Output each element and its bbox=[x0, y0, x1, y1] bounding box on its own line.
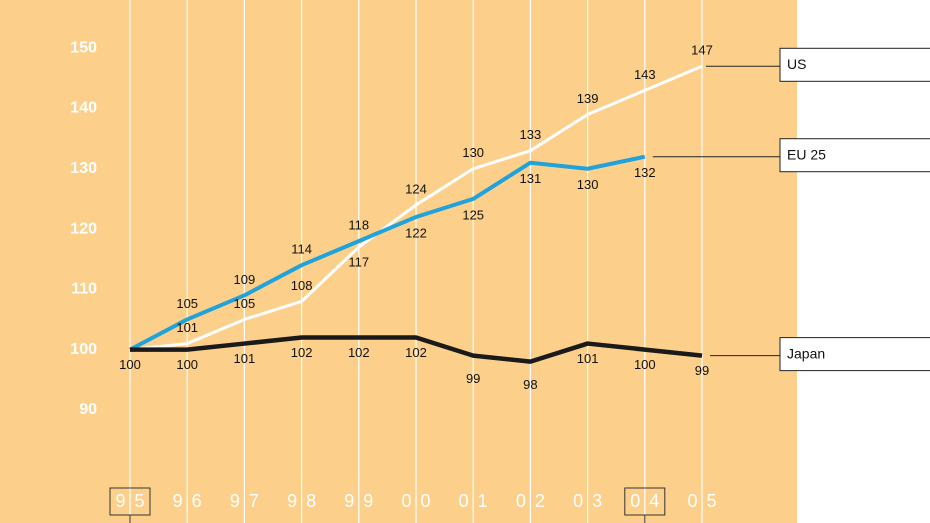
x-tick-label: 00 bbox=[401, 491, 439, 511]
value-label: 133 bbox=[520, 127, 542, 142]
legend-box bbox=[779, 47, 930, 82]
series-line bbox=[130, 335, 703, 364]
value-label: 139 bbox=[577, 91, 599, 106]
x-tick-label: 99 bbox=[344, 491, 382, 511]
value-label: 100 bbox=[176, 357, 198, 372]
y-tick-label: 110 bbox=[71, 281, 97, 298]
x-tick-label: 01 bbox=[459, 491, 497, 511]
value-label: 102 bbox=[348, 345, 370, 360]
value-label: 105 bbox=[176, 296, 198, 311]
x-tick-label: 96 bbox=[173, 491, 211, 511]
value-label: 147 bbox=[691, 43, 713, 58]
value-label: 100 bbox=[634, 357, 656, 372]
value-label: 131 bbox=[520, 171, 542, 186]
value-label: 101 bbox=[577, 351, 599, 366]
y-tick-label: 150 bbox=[70, 39, 97, 56]
legend-label: US bbox=[787, 56, 806, 72]
value-label: 117 bbox=[348, 255, 369, 270]
y-tick-label: 130 bbox=[70, 160, 97, 177]
value-label: 102 bbox=[405, 345, 427, 360]
x-tick-label: 98 bbox=[287, 491, 325, 511]
series-line bbox=[129, 154, 646, 352]
value-label: 100 bbox=[119, 357, 141, 372]
value-label: 143 bbox=[634, 67, 656, 82]
y-tick-label: 120 bbox=[70, 220, 97, 237]
value-label: 99 bbox=[466, 371, 480, 386]
x-tick-label: 95 bbox=[115, 491, 153, 511]
value-label: 124 bbox=[405, 181, 427, 196]
value-label: 98 bbox=[523, 377, 537, 392]
legend-label: Japan bbox=[787, 345, 825, 361]
x-tick-label: 03 bbox=[573, 491, 611, 511]
value-label: 99 bbox=[695, 363, 709, 378]
y-tick-label: 100 bbox=[70, 341, 97, 358]
value-label: 102 bbox=[291, 345, 313, 360]
value-label: 108 bbox=[291, 278, 313, 293]
value-label: 118 bbox=[348, 218, 369, 233]
value-label: 122 bbox=[405, 225, 427, 240]
legend-label: EU 25 bbox=[787, 146, 826, 162]
value-label: 125 bbox=[462, 207, 484, 222]
x-tick-label: 05 bbox=[687, 491, 725, 511]
y-tick-label: 90 bbox=[79, 401, 97, 418]
value-label: 109 bbox=[234, 272, 256, 287]
value-label: 132 bbox=[634, 165, 656, 180]
value-label: 101 bbox=[176, 320, 198, 335]
legend-box bbox=[779, 337, 930, 372]
value-label: 130 bbox=[577, 177, 599, 192]
plot-background bbox=[0, 0, 797, 523]
series-line bbox=[129, 64, 703, 352]
legend-box bbox=[779, 138, 930, 173]
y-tick-label: 140 bbox=[70, 100, 97, 117]
x-tick-label: 04 bbox=[630, 491, 668, 511]
value-label: 130 bbox=[462, 145, 484, 160]
value-label: 101 bbox=[234, 351, 256, 366]
value-label: 105 bbox=[234, 296, 256, 311]
x-tick-label: 02 bbox=[516, 491, 554, 511]
value-label: 114 bbox=[291, 242, 312, 257]
x-tick-label: 97 bbox=[230, 491, 268, 511]
